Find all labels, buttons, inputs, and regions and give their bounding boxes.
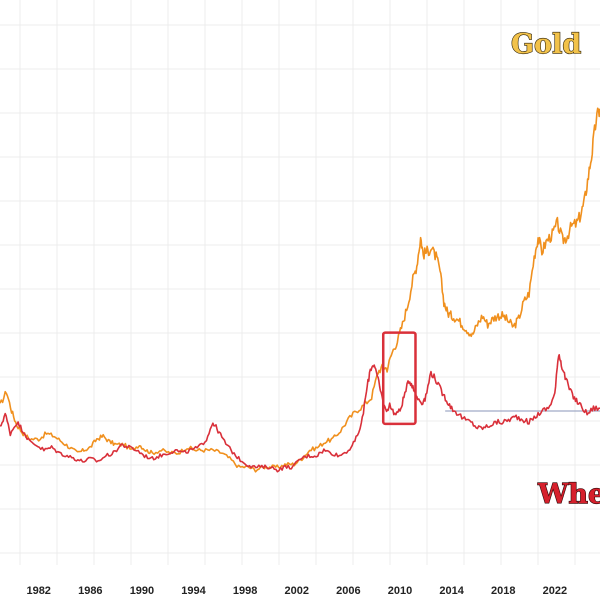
x-tick-label: 2014 <box>439 585 464 597</box>
x-tick-label: 1990 <box>130 585 154 597</box>
x-tick-label: 1994 <box>181 585 206 597</box>
highlight-box <box>381 331 417 426</box>
series-label-gold: Gold <box>511 29 581 60</box>
series-layer <box>0 107 600 473</box>
x-tick-label: 2022 <box>543 585 567 597</box>
x-tick-label: 2002 <box>285 585 309 597</box>
series-line-gold <box>0 107 600 473</box>
grid <box>0 0 600 565</box>
x-tick-label: 1982 <box>26 585 50 597</box>
series-line-wheat <box>0 354 600 473</box>
x-tick-label: 2018 <box>491 585 515 597</box>
x-tick-label: 2010 <box>388 585 412 597</box>
x-tick-label: 1998 <box>233 585 257 597</box>
annotation-layer <box>381 331 417 426</box>
x-axis-ticks: 1982 1986 1990 1994 1998 2002 2006 2010 2014 2018… <box>26 585 567 597</box>
series-label-wheat: Whe <box>537 479 600 510</box>
x-tick-label: 1986 <box>78 585 102 597</box>
x-tick-label: 2006 <box>336 585 360 597</box>
